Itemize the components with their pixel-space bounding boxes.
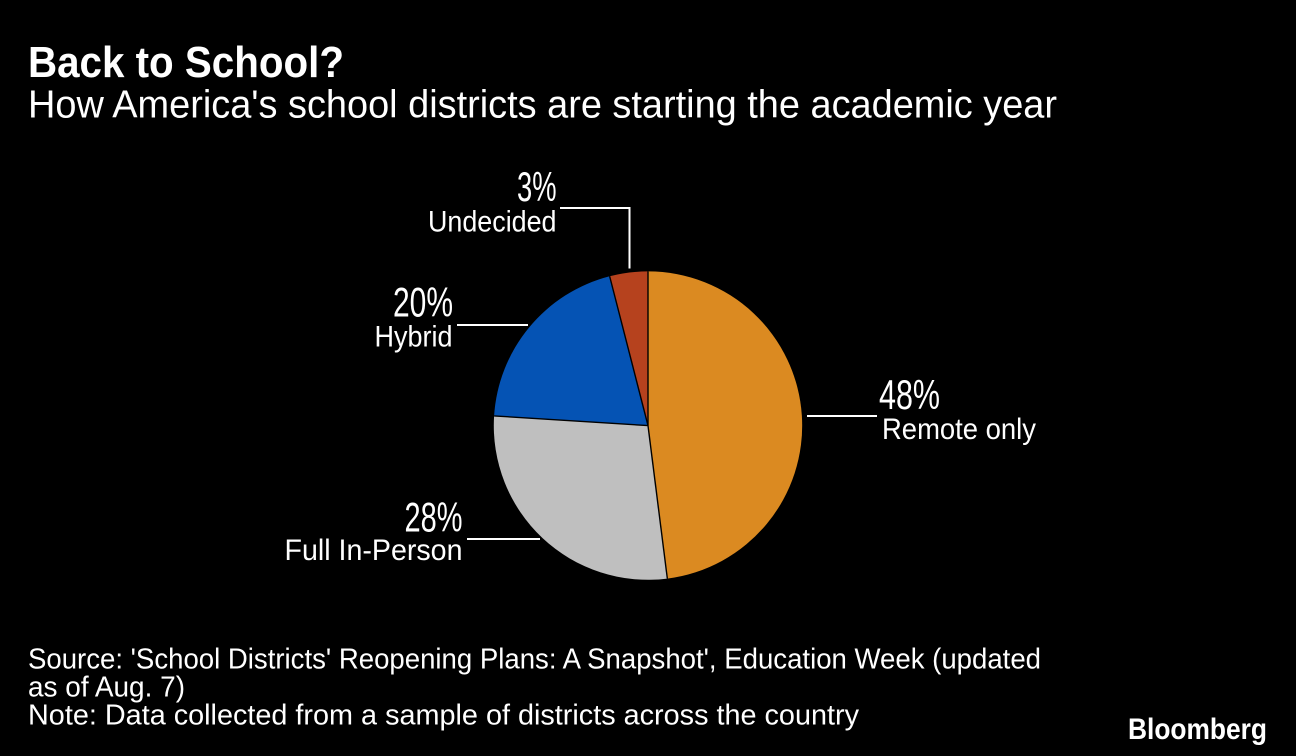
- svg-text:Back to School?: Back to School?: [28, 38, 344, 87]
- svg-text:28%: 28%: [405, 494, 463, 541]
- svg-text:Bloomberg: Bloomberg: [1128, 713, 1267, 746]
- svg-text:Remote only: Remote only: [882, 413, 1036, 446]
- svg-text:How America's school districts: How America's school districts are start…: [28, 84, 1057, 127]
- svg-text:48%: 48%: [879, 371, 940, 418]
- svg-text:Hybrid: Hybrid: [375, 321, 453, 354]
- svg-text:as of Aug. 7): as of Aug. 7): [28, 672, 185, 704]
- svg-text:Note: Data collected from a sa: Note: Data collected from a sample of di…: [28, 700, 859, 732]
- svg-text:Undecided: Undecided: [428, 206, 557, 239]
- svg-text:Source: 'School Districts' Reo: Source: 'School Districts' Reopening Pla…: [28, 644, 1041, 676]
- svg-text:Full In-Person: Full In-Person: [285, 534, 463, 567]
- svg-text:3%: 3%: [517, 163, 557, 210]
- svg-text:20%: 20%: [393, 279, 453, 326]
